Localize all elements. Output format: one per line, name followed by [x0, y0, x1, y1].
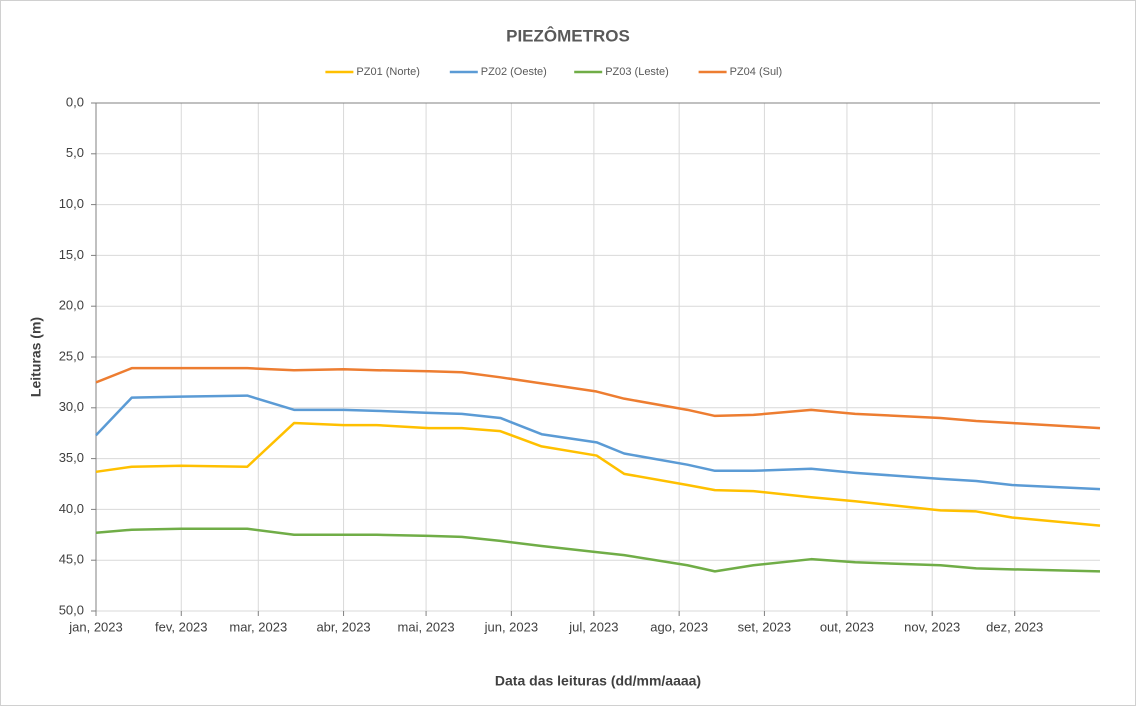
y-axis-label: Leituras (m) [28, 317, 44, 397]
y-tick-label: 45,0 [59, 552, 84, 567]
legend-label: PZ04 (Sul) [730, 66, 783, 78]
y-tick-label: 30,0 [59, 399, 84, 414]
x-tick-label: nov, 2023 [904, 619, 960, 634]
y-tick-label: 20,0 [59, 298, 84, 313]
x-tick-label: ago, 2023 [650, 619, 708, 634]
y-tick-label: 10,0 [59, 196, 84, 211]
x-tick-label: jul, 2023 [568, 619, 618, 634]
series-line [95, 421, 1101, 527]
legend-label: PZ03 (Leste) [605, 66, 669, 78]
x-tick-label: jun, 2023 [484, 619, 539, 634]
y-tick-label: 40,0 [59, 501, 84, 516]
legend-label: PZ01 (Norte) [356, 66, 420, 78]
series-line [95, 366, 1101, 430]
legend-label: PZ02 (Oeste) [481, 66, 547, 78]
x-axis-label: Data das leituras (dd/mm/aaaa) [495, 673, 701, 689]
chart-title: PIEZÔMETROS [506, 26, 630, 45]
y-tick-label: 5,0 [66, 145, 84, 160]
y-tick-label: 0,0 [66, 94, 84, 109]
x-tick-label: mar, 2023 [229, 619, 287, 634]
y-tick-label: 35,0 [59, 450, 84, 465]
y-tick-label: 15,0 [59, 247, 84, 262]
series-line [95, 527, 1101, 573]
x-tick-label: mai, 2023 [398, 619, 455, 634]
x-tick-label: fev, 2023 [155, 619, 208, 634]
x-tick-label: set, 2023 [738, 619, 792, 634]
y-tick-label: 25,0 [59, 348, 84, 363]
x-tick-label: out, 2023 [820, 619, 874, 634]
y-tick-label: 50,0 [59, 602, 84, 617]
x-tick-label: jan, 2023 [68, 619, 123, 634]
x-tick-label: abr, 2023 [316, 619, 370, 634]
series-line [95, 394, 1101, 491]
x-tick-label: dez, 2023 [986, 619, 1043, 634]
